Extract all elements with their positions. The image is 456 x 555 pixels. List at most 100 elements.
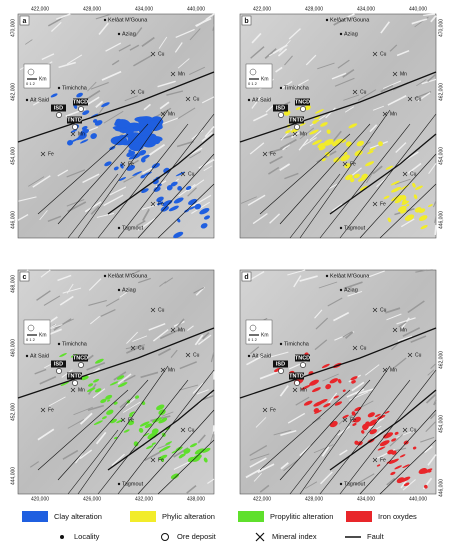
locality <box>118 483 120 485</box>
y-coordinate-label: 470,000 <box>10 19 16 37</box>
legend-swatch <box>130 511 156 522</box>
deposit-label: ISD <box>54 105 63 111</box>
y-coordinate-label: 462,000 <box>438 83 444 101</box>
mineral-label: Fe <box>350 161 356 167</box>
ore-deposit <box>78 362 83 367</box>
ore-deposit <box>278 112 283 117</box>
hillshade <box>18 14 214 238</box>
x-coordinate-label: 432,000 <box>135 496 153 502</box>
alteration-patch <box>111 136 128 145</box>
panel-label: a <box>23 18 27 25</box>
scale-label: 0 1 2 <box>26 81 36 86</box>
mineral-label: Cu <box>138 89 145 95</box>
locality <box>326 275 328 277</box>
deposit-label: TNCD <box>73 355 88 361</box>
place-label: Kelâat M'Gouna <box>330 17 370 23</box>
place-label: Timichcha <box>62 341 88 347</box>
alteration-patch <box>117 121 131 128</box>
locality <box>118 227 120 229</box>
place-label: Ait Said <box>30 97 49 103</box>
deposit-label: ISD <box>276 361 285 367</box>
mineral-label: Fe <box>380 201 386 207</box>
mineral-label: Fe <box>270 407 276 413</box>
x-coordinate-label: 428,000 <box>305 496 323 502</box>
place-label: Tagmout <box>344 225 366 231</box>
legend-locality <box>60 535 64 539</box>
deposit-label: TNCD <box>295 355 310 361</box>
deposit-label: TNCD <box>73 99 88 105</box>
scale-unit: Km <box>261 76 269 82</box>
place-label: Tagmout <box>122 481 144 487</box>
y-coordinate-label: 444,000 <box>10 467 16 485</box>
alteration-patch <box>132 143 143 150</box>
mineral-label: Cu <box>380 51 387 57</box>
mineral-label: Fe <box>380 457 386 463</box>
deposit-label: TNTD <box>289 117 304 123</box>
deposit-label: TNTD <box>67 117 82 123</box>
mineral-label: Cu <box>410 171 417 177</box>
y-coordinate-label: 460,000 <box>10 339 16 357</box>
y-coordinate-label: 462,000 <box>10 83 16 101</box>
legend-label: Iron oxydes <box>378 512 417 521</box>
x-coordinate-label: 434,000 <box>357 496 375 502</box>
mineral-label: Cu <box>410 427 417 433</box>
hillshade <box>240 270 436 494</box>
mineral-label: Fe <box>158 457 164 463</box>
locality <box>58 87 60 89</box>
locality <box>280 343 282 345</box>
place-label: Ait Said <box>30 353 49 359</box>
x-coordinate-label: 422,000 <box>253 496 271 502</box>
ore-deposit <box>56 368 61 373</box>
place-label: Timichcha <box>62 85 88 91</box>
locality <box>26 355 28 357</box>
place-label: Kelâat M'Gouna <box>108 17 148 23</box>
mineral-label: Cu <box>188 171 195 177</box>
locality <box>118 289 120 291</box>
ore-deposit <box>294 124 299 129</box>
place-label: Kelâat M'Gouna <box>108 273 148 279</box>
mineral-label: Fe <box>128 417 134 423</box>
ore-deposit <box>278 368 283 373</box>
scale-unit: Km <box>261 332 269 338</box>
deposit-label: ISD <box>276 105 285 111</box>
legend-label: Clay alteration <box>54 512 102 521</box>
mineral-label: Mn <box>78 387 85 393</box>
mineral-label: Cu <box>138 345 145 351</box>
legend-label: Propylitic alteration <box>270 512 333 521</box>
x-coordinate-label: 434,000 <box>357 6 375 12</box>
x-coordinate-label: 440,000 <box>187 6 205 12</box>
place-label: Tagmout <box>122 225 144 231</box>
mineral-label: Mn <box>400 327 407 333</box>
mineral-label: Fe <box>270 151 276 157</box>
x-coordinate-label: 438,000 <box>187 496 205 502</box>
place-label: Aziag <box>344 287 358 293</box>
ore-deposit <box>56 112 61 117</box>
ore-deposit <box>294 380 299 385</box>
x-coordinate-label: 420,000 <box>31 496 49 502</box>
ore-deposit <box>300 362 305 367</box>
alteration-patch <box>119 128 129 133</box>
legend-label: Phylic alteration <box>162 512 215 521</box>
legend-label: Locality <box>74 532 100 541</box>
y-coordinate-label: 446,000 <box>10 211 16 229</box>
locality <box>26 99 28 101</box>
locality <box>104 275 106 277</box>
locality <box>104 19 106 21</box>
mineral-label: Fe <box>48 151 54 157</box>
mineral-label: Cu <box>415 352 422 358</box>
x-coordinate-label: 440,000 <box>409 496 427 502</box>
mineral-label: Fe <box>158 201 164 207</box>
y-coordinate-label: 468,000 <box>10 275 16 293</box>
hillshade <box>240 14 436 238</box>
mineral-label: Cu <box>193 96 200 102</box>
deposit-label: TNTD <box>67 373 82 379</box>
panel-label: c <box>23 274 27 281</box>
locality <box>118 33 120 35</box>
alteration-patch <box>139 124 153 136</box>
place-label: Aziag <box>122 31 136 37</box>
place-label: Kelâat M'Gouna <box>330 273 370 279</box>
place-label: Timichcha <box>284 85 310 91</box>
